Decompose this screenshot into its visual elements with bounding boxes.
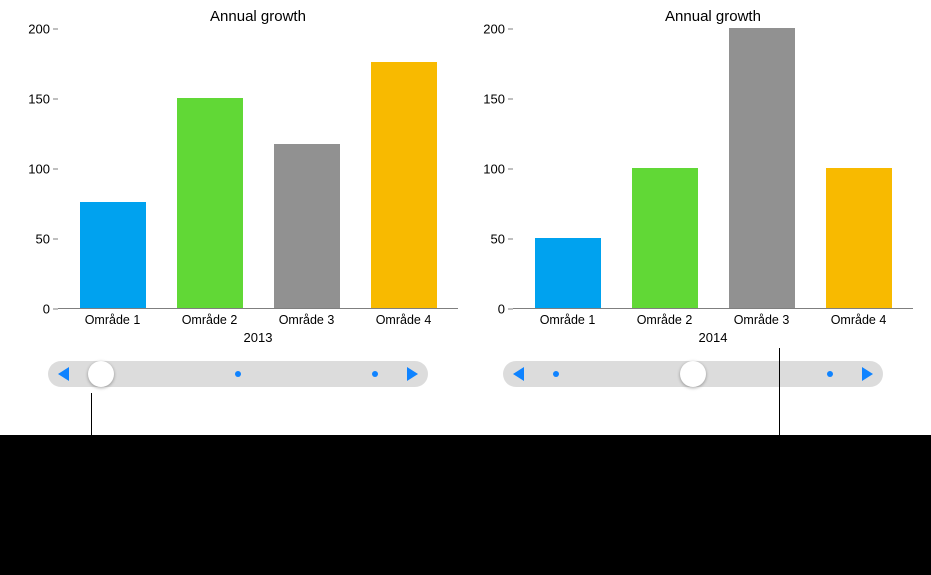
callout-line — [779, 348, 780, 440]
x-tick-label: Område 2 — [632, 313, 698, 327]
y-tick-mark — [53, 309, 58, 310]
x-tick-label: Område 4 — [371, 313, 437, 327]
slider-track[interactable] — [48, 361, 428, 387]
y-tick-mark — [508, 99, 513, 100]
y-tick-label: 50 — [18, 232, 50, 247]
chart-title: Annual growth — [513, 8, 913, 25]
slider-thumb[interactable] — [88, 361, 114, 387]
timeline-slider — [503, 361, 883, 387]
y-tick-label: 200 — [18, 22, 50, 37]
slider-stop-dot — [827, 371, 833, 377]
chart-2014: Annual growth 050100150200 Område 1Områd… — [473, 8, 913, 387]
slider-next-icon[interactable] — [407, 367, 418, 381]
bar — [632, 168, 698, 308]
y-tick-mark — [53, 29, 58, 30]
y-tick-mark — [508, 29, 513, 30]
year-label: 2014 — [513, 330, 913, 345]
slider-prev-icon[interactable] — [58, 367, 69, 381]
y-tick-mark — [53, 239, 58, 240]
y-tick-mark — [53, 99, 58, 100]
chart-2013: Annual growth 050100150200 Område 1Områd… — [18, 8, 458, 387]
y-tick-label: 200 — [473, 22, 505, 37]
slider-thumb[interactable] — [680, 361, 706, 387]
plot-area: 050100150200 — [513, 29, 913, 309]
y-tick-label: 100 — [473, 162, 505, 177]
year-label: 2013 — [58, 330, 458, 345]
bars-group — [58, 29, 458, 308]
bar — [729, 28, 795, 308]
charts-row: Annual growth 050100150200 Område 1Områd… — [0, 0, 931, 387]
y-tick-mark — [508, 309, 513, 310]
footer-band — [0, 435, 931, 575]
x-tick-label: Område 1 — [80, 313, 146, 327]
x-tick-label: Område 3 — [729, 313, 795, 327]
x-axis-labels: Område 1 Område 2 Område 3 Område 4 — [513, 309, 913, 327]
bar — [177, 98, 243, 308]
y-tick-mark — [508, 169, 513, 170]
slider-stop-dot — [235, 371, 241, 377]
y-tick-label: 150 — [473, 92, 505, 107]
bar — [535, 238, 601, 308]
bar — [80, 202, 146, 308]
slider-prev-icon[interactable] — [513, 367, 524, 381]
y-tick-label: 50 — [473, 232, 505, 247]
x-tick-label: Område 2 — [177, 313, 243, 327]
callout-line — [91, 393, 92, 440]
y-tick-label: 150 — [18, 92, 50, 107]
timeline-slider — [48, 361, 428, 387]
slider-stop-dot — [372, 371, 378, 377]
bar — [826, 168, 892, 308]
y-tick-label: 0 — [18, 302, 50, 317]
plot-area: 050100150200 — [58, 29, 458, 309]
x-tick-label: Område 4 — [826, 313, 892, 327]
slider-stop-dot — [553, 371, 559, 377]
slider-track[interactable] — [503, 361, 883, 387]
y-tick-mark — [53, 169, 58, 170]
y-tick-label: 0 — [473, 302, 505, 317]
y-tick-mark — [508, 239, 513, 240]
x-tick-label: Område 3 — [274, 313, 340, 327]
bar — [371, 62, 437, 308]
chart-title: Annual growth — [58, 8, 458, 25]
bars-group — [513, 29, 913, 308]
slider-next-icon[interactable] — [862, 367, 873, 381]
y-tick-label: 100 — [18, 162, 50, 177]
x-axis-labels: Område 1 Område 2 Område 3 Område 4 — [58, 309, 458, 327]
bar — [274, 144, 340, 308]
x-tick-label: Område 1 — [535, 313, 601, 327]
